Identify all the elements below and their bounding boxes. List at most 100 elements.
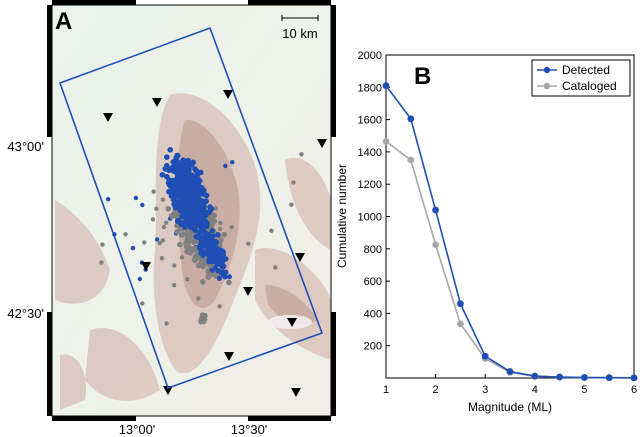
y-tick-label: 1000 — [358, 212, 382, 224]
detected-event — [193, 168, 200, 175]
detected-event — [188, 196, 194, 202]
cataloged-event — [205, 268, 211, 274]
x-tick-label: 2 — [433, 384, 439, 396]
point-detected — [630, 374, 638, 382]
detected-event — [214, 258, 220, 264]
y-tick-label: 2000 — [358, 50, 382, 62]
legend-box — [531, 59, 631, 97]
y-tick-label: 800 — [364, 244, 382, 256]
station-triangle-icon — [295, 253, 305, 262]
detected-event — [192, 183, 198, 190]
lat-label-42-30: 42°30' — [7, 306, 44, 321]
detected-event — [198, 225, 204, 231]
cataloged-event — [217, 304, 222, 309]
study-region-box — [58, 26, 324, 390]
cataloged-event — [160, 238, 166, 243]
legend: Detected Cataloged — [531, 59, 631, 97]
point-detected — [581, 374, 588, 381]
detected-event — [183, 219, 189, 225]
plot-area — [385, 54, 635, 379]
cataloged-event — [299, 152, 304, 157]
cataloged-event — [289, 202, 294, 207]
detected-event — [206, 259, 212, 265]
detected-event — [105, 197, 111, 202]
cataloged-event — [123, 232, 128, 237]
y-tick-label: 1800 — [358, 82, 382, 94]
cataloged-event — [168, 213, 175, 219]
detected-event — [193, 189, 199, 196]
detected-event — [196, 202, 202, 208]
cataloged-event — [100, 242, 105, 247]
cataloged-event — [164, 321, 169, 326]
y-axis-label: Cumulative number — [335, 164, 349, 268]
cataloged-event — [226, 279, 232, 286]
detected-event — [223, 163, 228, 169]
detected-event — [190, 159, 196, 166]
y-tick-label: 200 — [364, 341, 382, 353]
cataloged-event — [218, 220, 223, 225]
detected-event — [185, 186, 192, 192]
detected-event — [220, 253, 226, 259]
y-tick-label: 1200 — [358, 179, 382, 191]
legend-label-cataloged: Cataloged — [562, 79, 617, 93]
detected-event — [140, 202, 145, 208]
detected-event — [181, 196, 187, 202]
detected-event — [188, 215, 195, 221]
cataloged-event — [140, 301, 145, 306]
point-detected — [457, 300, 464, 308]
detected-event — [159, 172, 166, 178]
detected-event — [217, 247, 224, 253]
y-axis-ticks: 200 400 600 800 1000 1200 1400 1600 1800 2000 — [358, 50, 390, 353]
station-triangle-icon — [223, 90, 233, 99]
cataloged-event — [172, 263, 177, 268]
detected-event — [206, 236, 212, 242]
cataloged-event — [217, 226, 223, 232]
cataloged-event — [205, 274, 211, 281]
detected-event — [192, 220, 198, 226]
cataloged-event — [211, 218, 218, 224]
detected-event — [204, 231, 210, 237]
point-detected — [432, 206, 439, 214]
detected-event — [182, 174, 188, 180]
detected-event — [164, 173, 170, 180]
cataloged-event — [171, 283, 177, 288]
cataloged-event — [200, 260, 206, 266]
cataloged-event — [195, 262, 202, 269]
map-frame — [51, 4, 332, 417]
station-triangle-icon — [141, 262, 151, 271]
cataloged-event — [154, 206, 159, 211]
cataloged-event — [177, 241, 183, 248]
point-detected — [605, 374, 613, 382]
detected-event — [177, 207, 184, 214]
legend-marker-cataloged — [543, 82, 551, 90]
cataloged-event — [161, 224, 167, 230]
x-tick-label: 1 — [383, 384, 389, 396]
detected-event — [213, 245, 219, 251]
detected-event — [230, 160, 235, 165]
point-detected — [556, 373, 563, 381]
detected-event — [215, 232, 221, 238]
cataloged-event — [185, 277, 190, 282]
detected-event — [171, 194, 178, 200]
cataloged-event — [200, 279, 206, 285]
point-cataloged — [457, 320, 464, 328]
panel-b-label: B — [414, 63, 431, 90]
cataloged-event — [151, 189, 156, 194]
lat-label-43-00: 43°00' — [7, 139, 44, 154]
station-triangle-icon — [224, 352, 234, 361]
panel-b: 200 400 600 800 1000 1200 1400 1600 1800 2000 1 2 3… — [335, 50, 638, 414]
y-tick-label: 1600 — [358, 115, 382, 127]
scale-bar-label: 10 km — [282, 26, 317, 41]
detected-event — [190, 206, 197, 213]
detected-event — [195, 233, 201, 240]
detected-event — [178, 175, 184, 182]
detected-event — [194, 173, 200, 180]
cataloged-event — [150, 217, 156, 222]
frame-ticks — [47, 0, 336, 421]
detected-event — [184, 161, 191, 167]
x-axis-label: Magnitude (ML) — [468, 400, 552, 414]
cataloged-event — [163, 220, 169, 225]
detected-event — [133, 195, 139, 201]
station-triangle-icon — [163, 386, 173, 395]
station-triangle-icon — [152, 98, 162, 107]
